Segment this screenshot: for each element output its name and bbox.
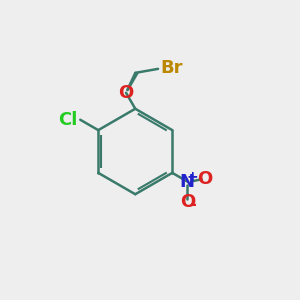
Text: O: O bbox=[197, 170, 212, 188]
Text: +: + bbox=[187, 170, 198, 184]
Text: Cl: Cl bbox=[58, 111, 78, 129]
Text: -: - bbox=[189, 196, 196, 214]
Text: O: O bbox=[118, 84, 134, 102]
Text: N: N bbox=[180, 172, 195, 190]
Text: O: O bbox=[180, 193, 195, 211]
Text: Br: Br bbox=[160, 59, 183, 77]
